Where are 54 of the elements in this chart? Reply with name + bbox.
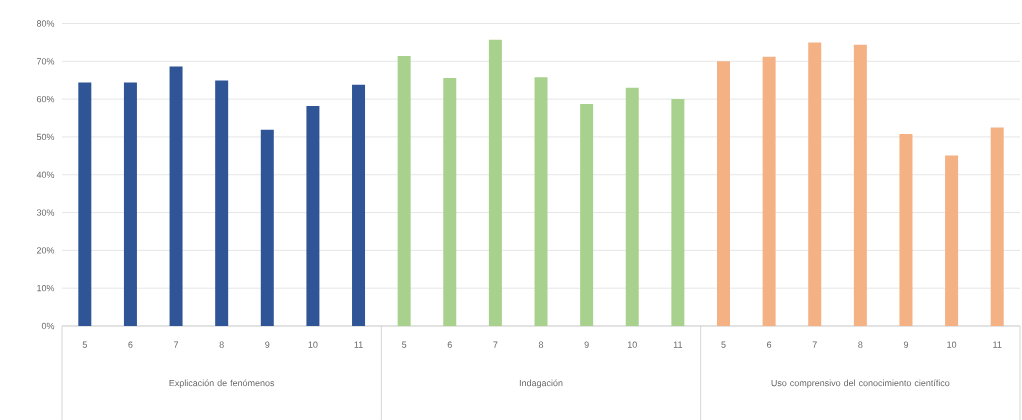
- x-tick-label: 8: [219, 341, 224, 348]
- bar: [580, 103, 594, 326]
- bar: [625, 87, 639, 326]
- x-tick-label: 5: [721, 341, 726, 348]
- bar: [306, 105, 320, 326]
- bar: [808, 42, 822, 326]
- bar: [990, 127, 1004, 326]
- y-tick-label: 10%: [37, 284, 55, 292]
- x-tick-label: 6: [767, 341, 772, 348]
- x-tick-label: 6: [128, 341, 133, 348]
- y-tick-label: 60%: [36, 95, 55, 103]
- bar: [215, 80, 229, 326]
- bar: [260, 129, 274, 326]
- x-tick-label: 10: [308, 341, 318, 348]
- x-tick-label: 5: [82, 341, 87, 348]
- y-tick-label: 40%: [36, 171, 55, 178]
- x-tick-label: 11: [354, 341, 363, 348]
- x-tick-label: 11: [673, 341, 683, 348]
- y-tick-label: 50%: [36, 133, 55, 140]
- y-tick-label: 30%: [36, 209, 55, 216]
- bar: [397, 55, 411, 326]
- bar: [123, 82, 137, 326]
- bar: [534, 77, 548, 326]
- x-tick-label: 9: [265, 341, 270, 348]
- x-tick-label: 7: [493, 341, 498, 348]
- bar: [169, 66, 183, 326]
- bar: [716, 61, 730, 326]
- x-tick-label: 9: [584, 341, 589, 348]
- y-tick-label: 20%: [36, 247, 55, 254]
- y-tick-label: 80%: [36, 20, 55, 27]
- text: Explicación de fenómenos: [169, 379, 275, 388]
- bar: [78, 82, 92, 326]
- x-tick-label: 7: [812, 341, 817, 348]
- text: Indagación: [519, 379, 563, 388]
- x-tick-label: 8: [858, 341, 863, 348]
- bar: [443, 77, 457, 326]
- bar: [352, 84, 366, 326]
- x-tick-label: 10: [947, 341, 957, 348]
- x-tick-label: 5: [402, 341, 407, 348]
- x-tick-label: 9: [903, 341, 909, 348]
- bar: [945, 155, 959, 326]
- x-tick-label: 8: [538, 341, 544, 348]
- y-tick-label: 70%: [36, 57, 55, 65]
- text: Uso comprensivo del conocimiento científico: [771, 379, 950, 388]
- bar: [488, 39, 502, 326]
- bar: [671, 98, 685, 326]
- x-tick-label: 11: [993, 341, 1002, 348]
- x-tick-label: 6: [447, 341, 452, 348]
- x-tick-label: 7: [174, 341, 179, 348]
- bar: [899, 133, 913, 326]
- y-tick-label: 0%: [41, 322, 55, 329]
- x-tick-label: 10: [627, 341, 637, 348]
- bar: [762, 56, 776, 326]
- bar: [853, 44, 867, 326]
